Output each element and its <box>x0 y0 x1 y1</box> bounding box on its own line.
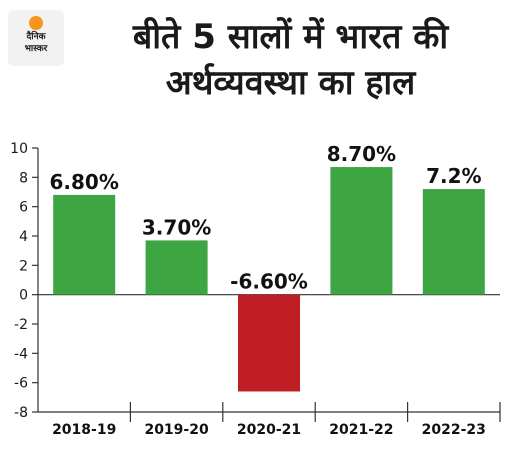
y-tick-label: 2 <box>19 258 28 274</box>
data-label: 6.80% <box>50 170 119 194</box>
chart-title: बीते 5 सालों में भारत की अर्थव्यवस्था का… <box>78 14 503 106</box>
data-label: -6.60% <box>230 270 308 294</box>
data-label: 3.70% <box>142 215 211 239</box>
bar-2020-21 <box>238 294 300 392</box>
y-tick-label: 10 <box>10 141 28 157</box>
chart-title-line2: अर्थव्यवस्था का हाल <box>165 63 416 103</box>
x-tick-label: 2020-21 <box>237 422 301 438</box>
bar-2019-20 <box>145 240 208 295</box>
x-tick-label: 2021-22 <box>329 422 393 438</box>
bar-2018-19 <box>53 194 116 295</box>
chart-title-line1: बीते 5 सालों में भारत की <box>132 17 449 57</box>
y-tick-label: 6 <box>19 200 28 216</box>
dainik-bhaskar-logo: दैनिक भास्कर <box>8 10 64 66</box>
logo-text-line2: भास्कर <box>24 44 48 54</box>
x-tick-label: 2022-23 <box>422 422 486 438</box>
logo-text-line1: दैनिक <box>26 32 46 42</box>
y-tick-label: -2 <box>14 317 28 333</box>
y-tick-label: 8 <box>19 170 28 186</box>
sun-icon <box>29 16 43 30</box>
bar-2022-23 <box>422 189 485 295</box>
y-tick-label: -6 <box>14 376 28 392</box>
x-tick-label: 2019-20 <box>144 422 209 438</box>
y-tick-label: 0 <box>19 288 28 304</box>
bar-2021-22 <box>330 167 393 295</box>
data-label: 8.70% <box>327 142 396 166</box>
y-tick-label: -4 <box>14 346 28 362</box>
x-tick-label: 2018-19 <box>52 422 116 438</box>
data-label: 7.2% <box>426 164 481 188</box>
y-tick-label: -8 <box>14 405 28 421</box>
y-tick-label: 4 <box>19 229 28 245</box>
